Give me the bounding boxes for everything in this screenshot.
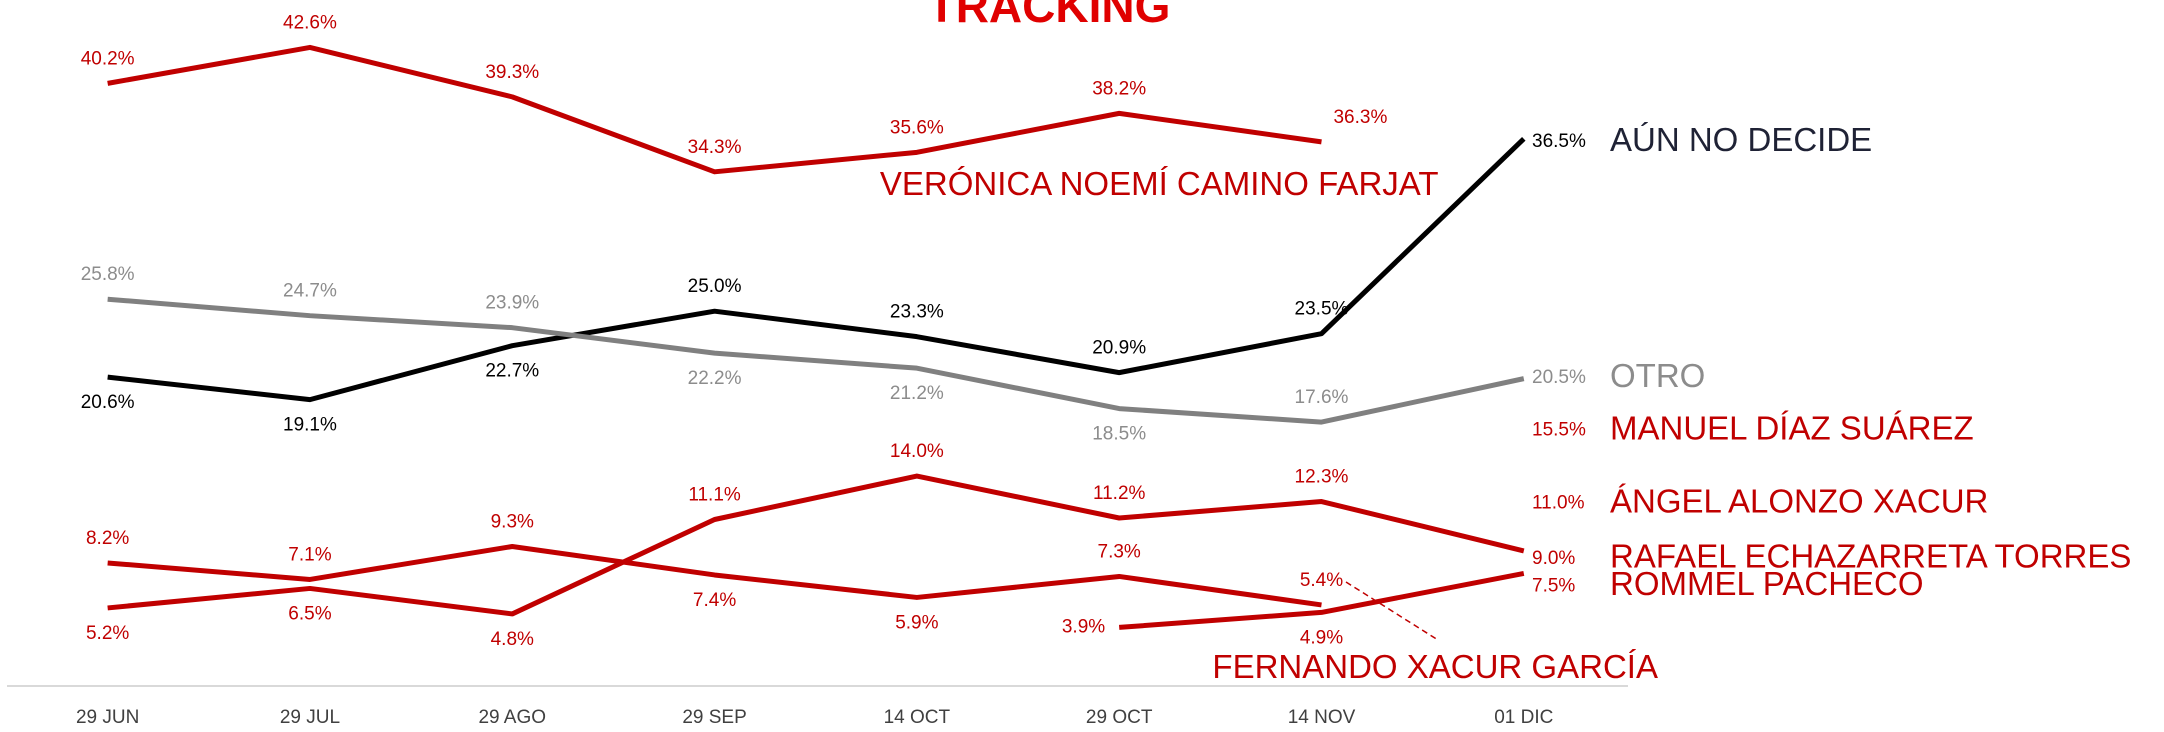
- data-label: 19.1%: [283, 415, 337, 436]
- series-name: AÚN NO DECIDE: [1610, 121, 1872, 158]
- data-label: 18.5%: [1092, 424, 1146, 445]
- data-label: 15.5%: [1532, 420, 1586, 441]
- series-name: ROMMEL PACHECO: [1610, 565, 1924, 602]
- data-label: 4.8%: [491, 629, 534, 650]
- data-label: 12.3%: [1295, 467, 1349, 488]
- data-label: 4.9%: [1300, 627, 1343, 648]
- data-label: 7.4%: [693, 590, 736, 611]
- x-tick-label: 14 NOV: [1288, 707, 1356, 728]
- data-label: 34.3%: [688, 137, 742, 158]
- data-label: 5.4%: [1300, 570, 1343, 591]
- data-label: 5.9%: [895, 612, 938, 633]
- series-line: [107, 473, 1525, 617]
- data-label: 20.6%: [81, 392, 135, 413]
- data-label: 11.1%: [688, 485, 741, 506]
- data-label: 6.5%: [288, 603, 331, 624]
- chart-title: TRACKING: [928, 0, 1171, 32]
- data-label: 9.0%: [1532, 548, 1575, 569]
- x-tick-label: 29 OCT: [1086, 707, 1153, 728]
- x-tick-label: 29 SEP: [682, 707, 746, 728]
- data-label: 11.0%: [1532, 493, 1585, 514]
- data-label: 25.0%: [688, 276, 742, 297]
- data-label: 25.8%: [81, 264, 135, 285]
- series-name: ÁNGEL ALONZO XACUR: [1610, 482, 1988, 519]
- series-line: [107, 137, 1526, 403]
- data-label: 21.2%: [890, 383, 944, 404]
- data-label: 35.6%: [890, 117, 944, 138]
- data-label: 23.3%: [890, 302, 944, 323]
- series-name: FERNANDO XACUR GARCÍA: [1212, 648, 1658, 685]
- data-label: 7.5%: [1532, 576, 1575, 597]
- data-label: 42.6%: [283, 12, 337, 33]
- data-label: 36.3%: [1333, 107, 1387, 128]
- series-name: RAFAEL ECHAZARRETA TORRES: [1610, 538, 2131, 575]
- data-label: 22.2%: [688, 368, 742, 389]
- x-tick-label: 29 AGO: [478, 707, 546, 728]
- data-label: 5.2%: [86, 623, 129, 644]
- data-label: 20.5%: [1532, 367, 1586, 388]
- series-line: [107, 296, 1525, 425]
- annotation-leader: [1345, 581, 1439, 641]
- data-label: 17.6%: [1295, 387, 1349, 408]
- data-label: 7.3%: [1098, 541, 1141, 562]
- data-label: 20.9%: [1092, 338, 1146, 359]
- data-label: 14.0%: [890, 441, 944, 462]
- data-label: 9.3%: [491, 511, 534, 532]
- data-label: 23.5%: [1295, 299, 1349, 320]
- x-tick-label: 29 JUL: [280, 707, 340, 728]
- series-name: MANUEL DÍAZ SUÁREZ: [1610, 409, 1974, 446]
- series-name: VERÓNICA NOEMÍ CAMINO FARJAT: [880, 165, 1439, 202]
- series-name: OTRO: [1610, 357, 1705, 394]
- data-label: 3.9%: [1062, 616, 1105, 637]
- series-line: [107, 44, 1322, 175]
- data-label: 38.2%: [1092, 78, 1146, 99]
- data-label: 8.2%: [86, 528, 129, 549]
- x-tick-label: 01 DIC: [1494, 707, 1553, 728]
- x-tick-label: 14 OCT: [884, 707, 951, 728]
- series-line: [107, 543, 1322, 608]
- data-label: 40.2%: [81, 48, 135, 69]
- series-line: [1118, 571, 1525, 630]
- data-label: 22.7%: [485, 361, 539, 382]
- data-label: 7.1%: [288, 544, 331, 565]
- data-label: 24.7%: [283, 281, 337, 302]
- data-label: 23.9%: [485, 293, 539, 314]
- x-tick-label: 29 JUN: [76, 707, 139, 728]
- data-label: 11.2%: [1093, 483, 1146, 504]
- data-label: 36.5%: [1532, 131, 1586, 152]
- data-label: 39.3%: [485, 62, 539, 83]
